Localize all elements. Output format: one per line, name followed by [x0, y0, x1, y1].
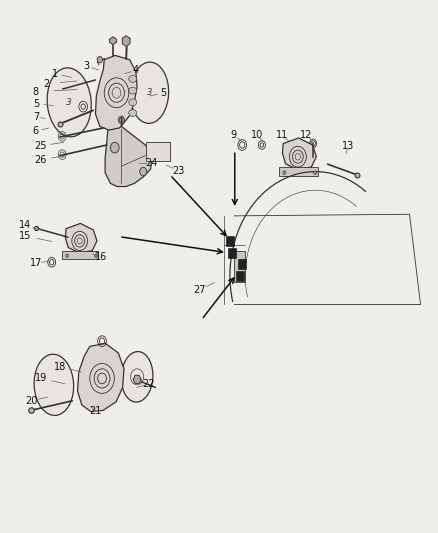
Ellipse shape: [129, 87, 137, 94]
Bar: [146, 142, 170, 161]
Text: 15: 15: [19, 231, 32, 241]
Text: 17: 17: [30, 259, 42, 268]
Bar: [236, 271, 244, 281]
Text: 1: 1: [52, 69, 58, 78]
Text: 27: 27: [193, 285, 205, 295]
Bar: [63, 251, 99, 259]
Text: 21: 21: [89, 407, 102, 416]
Ellipse shape: [130, 62, 169, 123]
Bar: [234, 251, 245, 282]
Text: 4: 4: [133, 66, 139, 75]
Circle shape: [314, 171, 317, 174]
Circle shape: [95, 254, 97, 257]
Circle shape: [97, 56, 102, 63]
Text: 23: 23: [173, 166, 185, 175]
Text: 14: 14: [19, 221, 32, 230]
Polygon shape: [122, 36, 130, 46]
Polygon shape: [65, 223, 97, 253]
Circle shape: [140, 167, 147, 176]
Ellipse shape: [121, 352, 153, 402]
Text: 3: 3: [147, 88, 152, 97]
Text: 10: 10: [251, 131, 263, 140]
Text: 19: 19: [35, 374, 47, 383]
Text: 12: 12: [300, 131, 313, 140]
Text: 24: 24: [145, 158, 158, 167]
Ellipse shape: [47, 68, 91, 137]
Ellipse shape: [129, 110, 137, 116]
Text: 8: 8: [33, 87, 39, 96]
Circle shape: [283, 171, 286, 174]
Text: 13: 13: [342, 141, 354, 151]
Text: 2: 2: [44, 79, 50, 88]
Polygon shape: [283, 138, 316, 170]
Circle shape: [66, 254, 69, 257]
Bar: [228, 248, 236, 258]
Text: 11: 11: [276, 131, 289, 140]
Text: 7: 7: [33, 112, 39, 122]
Ellipse shape: [34, 354, 74, 415]
Polygon shape: [95, 55, 137, 130]
Ellipse shape: [129, 99, 137, 106]
Polygon shape: [105, 125, 152, 187]
Text: 5: 5: [160, 88, 166, 98]
Text: 20: 20: [25, 396, 38, 406]
Text: 3: 3: [66, 98, 72, 107]
Text: 5: 5: [33, 99, 39, 109]
Bar: [226, 236, 234, 246]
Circle shape: [110, 142, 119, 153]
Bar: [238, 259, 246, 269]
Text: 9: 9: [231, 131, 237, 140]
Text: 3: 3: [83, 61, 89, 71]
Text: 6: 6: [33, 126, 39, 136]
Text: 18: 18: [54, 362, 67, 372]
Polygon shape: [133, 375, 141, 384]
Text: 16: 16: [95, 253, 107, 262]
Polygon shape: [78, 343, 124, 411]
Text: 22: 22: [143, 379, 155, 389]
Text: 25: 25: [34, 141, 46, 151]
Ellipse shape: [129, 75, 137, 82]
Polygon shape: [110, 37, 117, 45]
Bar: [279, 167, 318, 176]
Text: 26: 26: [34, 155, 46, 165]
